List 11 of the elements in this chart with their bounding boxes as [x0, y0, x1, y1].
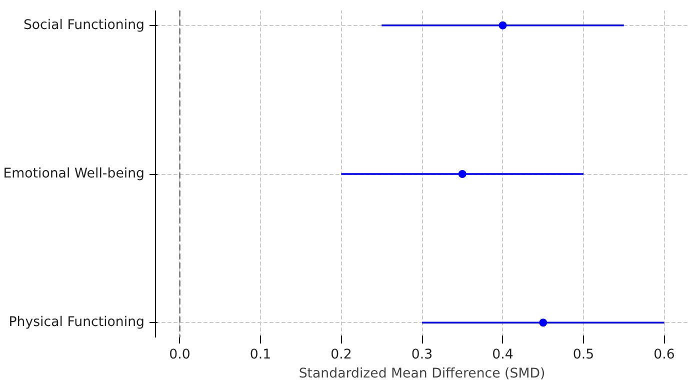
- x-tick-label: 0.4: [492, 348, 514, 362]
- x-tick-label: 0.1: [250, 348, 272, 362]
- x-axis-title: Standardized Mean Difference (SMD): [298, 366, 546, 382]
- x-tick-label: 0.2: [330, 348, 352, 362]
- y-tick-label: Physical Functioning: [8, 315, 145, 330]
- x-tick-label: 0.5: [572, 348, 594, 362]
- y-tick-label: Social Functioning: [23, 18, 145, 33]
- x-tick-label: 0.0: [169, 348, 190, 362]
- y-tick-label: Emotional Well-being: [3, 166, 144, 182]
- x-tick-label: 0.3: [411, 348, 433, 362]
- x-tick-label: 0.6: [654, 348, 675, 362]
